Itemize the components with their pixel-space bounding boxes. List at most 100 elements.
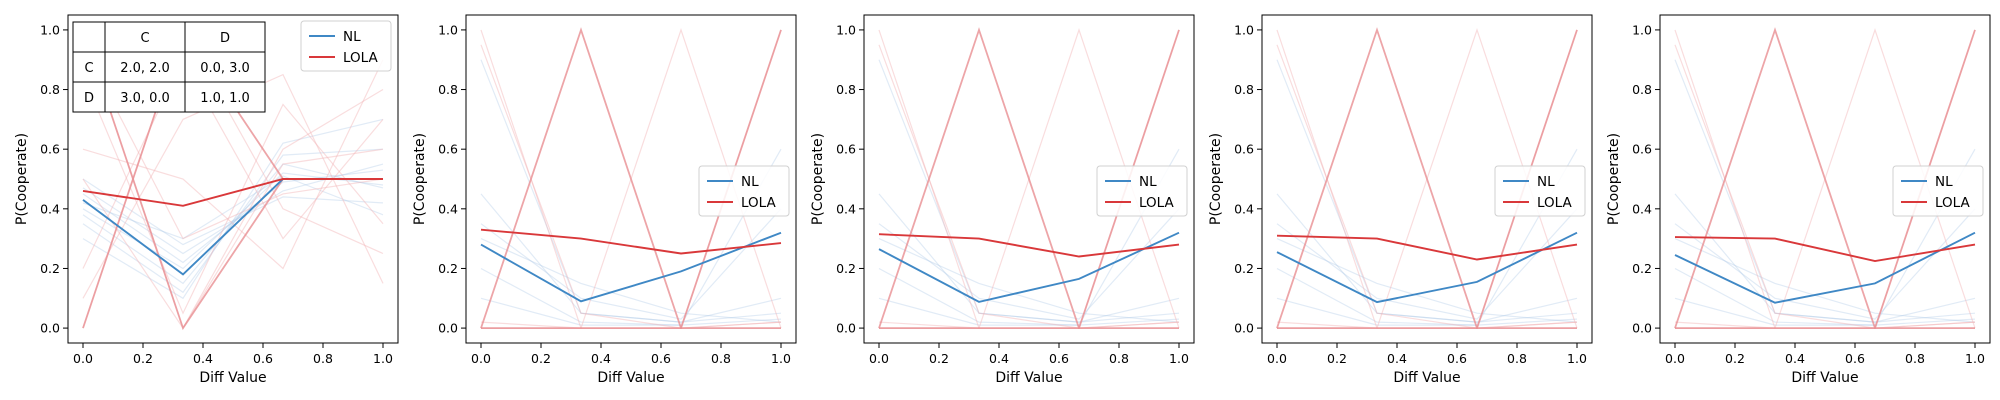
y-tick-label: 0.6 bbox=[836, 142, 856, 157]
background-run-nl bbox=[1674, 193, 1976, 323]
x-tick-label: 0.4 bbox=[989, 351, 1009, 366]
background-run-lola-emphasis bbox=[1674, 27, 1975, 330]
background-run-nl bbox=[1276, 238, 1578, 323]
legend-label-nl: NL bbox=[1139, 174, 1157, 190]
background-run-nl bbox=[480, 59, 782, 323]
background-run-nl bbox=[82, 163, 384, 285]
legend-box bbox=[698, 165, 790, 217]
y-tick-label: 0.4 bbox=[1632, 201, 1652, 216]
y-tick-label: 0.8 bbox=[836, 82, 856, 97]
x-tick-label: 0.0 bbox=[471, 351, 491, 366]
y-tick-label: 1.0 bbox=[1234, 22, 1254, 37]
payoff-table-cell: 0.0, 3.0 bbox=[200, 61, 250, 76]
axes-frame bbox=[863, 14, 1195, 344]
series-line-lola bbox=[878, 233, 1180, 258]
background-run-nl bbox=[480, 297, 782, 326]
background-run-lola bbox=[82, 148, 384, 330]
x-tick-label: 0.6 bbox=[1447, 351, 1467, 366]
series-line-lola bbox=[1276, 234, 1578, 261]
series-line-nl bbox=[1674, 231, 1976, 304]
y-tick-label: 0.8 bbox=[1632, 82, 1652, 97]
x-tick-label: 0.4 bbox=[1785, 351, 1805, 366]
y-tick-label: 1.0 bbox=[438, 22, 458, 37]
chart-panel-1: 0.0 0.2 0.4 0.6 0.8 1.0 0.0 0.2 0.4 0.6 0.8 1.0 Diff… bbox=[14, 14, 399, 386]
legend-label-nl: NL bbox=[741, 174, 759, 190]
series-line-lola bbox=[1674, 236, 1976, 262]
x-axis-label: Diff Value bbox=[995, 370, 1062, 386]
legend-box bbox=[1892, 165, 1984, 217]
legend: NL LOLA bbox=[300, 20, 392, 72]
x-tick-label: 1.0 bbox=[1169, 351, 1189, 366]
series-line-nl bbox=[480, 231, 782, 303]
legend: NL LOLA bbox=[1096, 165, 1188, 217]
legend-label-nl: NL bbox=[343, 29, 361, 45]
x-tick-label: 0.4 bbox=[591, 351, 611, 366]
background-run-nl bbox=[878, 59, 1180, 323]
y-tick-label: 0.2 bbox=[40, 261, 60, 276]
background-run-nl bbox=[1674, 297, 1976, 326]
background-run-nl bbox=[82, 178, 384, 246]
x-tick-label: 0.2 bbox=[1725, 351, 1745, 366]
background-run-nl bbox=[82, 169, 384, 264]
legend-label-lola: LOLA bbox=[741, 195, 776, 211]
background-run-lola-emphasis bbox=[480, 27, 781, 330]
y-tick-label: 0.0 bbox=[40, 321, 60, 336]
x-tick-label: 1.0 bbox=[1965, 351, 1985, 366]
series-line-lola bbox=[82, 178, 383, 207]
legend-box bbox=[300, 20, 392, 72]
payoff-table: C DC 2.0, 2.0 0.0, 3.0D 3.0, 0.0 1.0, 1.0 bbox=[72, 21, 266, 113]
background-run-nl bbox=[480, 193, 782, 323]
y-tick-label: 0.2 bbox=[1632, 261, 1652, 276]
y-tick-label: 0.6 bbox=[438, 142, 458, 157]
y-tick-label: 0.4 bbox=[40, 201, 60, 216]
y-tick-label: 1.0 bbox=[836, 22, 856, 37]
payoff-table-row-header: D bbox=[84, 91, 94, 106]
legend: NL LOLA bbox=[1892, 165, 1984, 217]
x-axis-label: Diff Value bbox=[1791, 370, 1858, 386]
y-tick-label: 0.8 bbox=[1234, 82, 1254, 97]
background-run-nl bbox=[878, 238, 1180, 323]
x-tick-label: 0.8 bbox=[1109, 351, 1129, 366]
legend: NL LOLA bbox=[1494, 165, 1586, 217]
x-tick-label: 0.8 bbox=[1905, 351, 1925, 366]
background-run-lola bbox=[82, 44, 384, 240]
series-line-nl bbox=[1276, 231, 1578, 304]
payoff-table-row-header: C bbox=[84, 61, 93, 76]
x-tick-label: 0.4 bbox=[1387, 351, 1407, 366]
x-axis-label: Diff Value bbox=[199, 370, 266, 386]
x-tick-label: 0.0 bbox=[1267, 351, 1287, 366]
chart-panel-2: 0.0 0.2 0.4 0.6 0.8 1.0 0.0 0.2 0.4 0.6 0.8 1.0 Diff… bbox=[412, 14, 797, 386]
x-axis-label: Diff Value bbox=[597, 370, 664, 386]
legend-label-lola: LOLA bbox=[1537, 195, 1572, 211]
background-run-nl bbox=[1276, 208, 1578, 320]
background-run-nl bbox=[878, 208, 1180, 320]
payoff-table-cell: 3.0, 0.0 bbox=[120, 91, 170, 106]
background-run-nl bbox=[1276, 193, 1578, 323]
payoff-table-cell: 1.0, 1.0 bbox=[200, 91, 250, 106]
x-tick-label: 0.6 bbox=[1049, 351, 1069, 366]
x-tick-label: 0.8 bbox=[711, 351, 731, 366]
legend: NL LOLA bbox=[698, 165, 790, 217]
axes-frame bbox=[67, 14, 399, 344]
y-tick-label: 0.0 bbox=[1234, 321, 1254, 336]
series-line-nl bbox=[878, 231, 1180, 303]
legend-label-lola: LOLA bbox=[1935, 195, 1970, 211]
x-tick-label: 0.2 bbox=[531, 351, 551, 366]
background-run-nl bbox=[878, 148, 1180, 326]
y-tick-label: 0.2 bbox=[1234, 261, 1254, 276]
legend-box bbox=[1096, 165, 1188, 217]
y-axis-label: P(Cooperate) bbox=[810, 133, 826, 225]
x-tick-label: 0.6 bbox=[651, 351, 671, 366]
background-run-nl bbox=[82, 148, 384, 294]
x-tick-label: 0.0 bbox=[73, 351, 93, 366]
y-tick-label: 1.0 bbox=[1632, 22, 1652, 37]
payoff-table-col-header: C bbox=[140, 31, 149, 46]
legend-label-nl: NL bbox=[1537, 174, 1555, 190]
y-tick-label: 0.2 bbox=[438, 261, 458, 276]
y-axis-label: P(Cooperate) bbox=[412, 133, 428, 225]
y-tick-label: 0.4 bbox=[438, 201, 458, 216]
x-tick-label: 0.8 bbox=[1507, 351, 1527, 366]
background-run-lola bbox=[82, 59, 384, 270]
background-run-nl bbox=[480, 208, 782, 320]
